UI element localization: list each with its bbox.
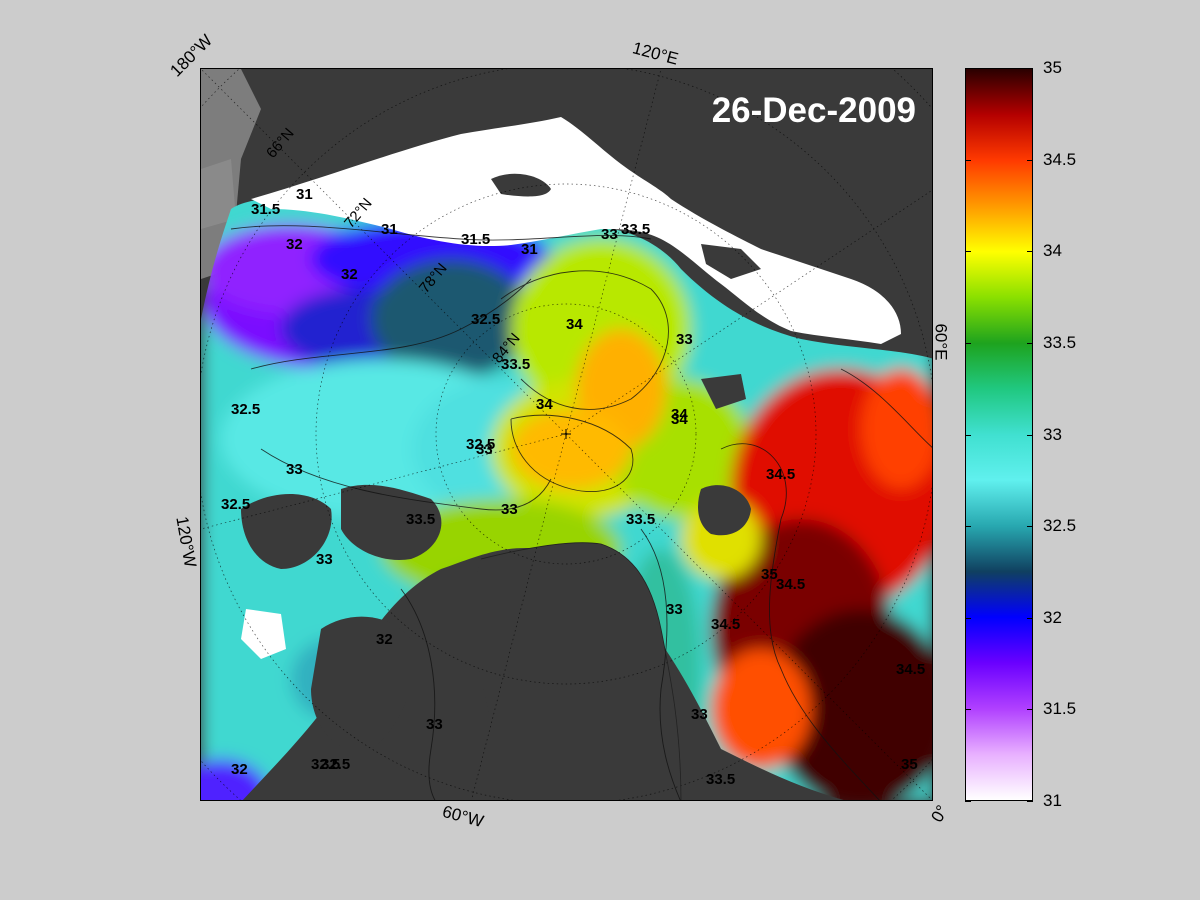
contour-label: 32 xyxy=(231,761,248,778)
colorbar-tick-mark xyxy=(1027,617,1033,619)
contour-label: 33.5 xyxy=(621,221,650,238)
contour-label: 33.5 xyxy=(406,511,435,528)
contour-label: 33 xyxy=(601,226,618,243)
lon-label-120e: 120°E xyxy=(630,38,681,69)
contour-label: 31 xyxy=(296,186,313,203)
lon-label-60w: 60°W xyxy=(440,801,486,832)
contour-label: 31.5 xyxy=(461,231,490,248)
contour-label: 33.5 xyxy=(501,356,530,373)
colorbar-tick-label: 33 xyxy=(1043,424,1062,444)
contour-label: 34 xyxy=(671,411,688,428)
contour-label: 32.5 xyxy=(466,436,495,453)
colorbar-tick-label: 32 xyxy=(1043,607,1062,627)
colorbar-tick-mark xyxy=(965,526,971,528)
colorbar-tick-mark xyxy=(1027,68,1033,69)
contour-label: 33 xyxy=(676,331,693,348)
ellesmere-island xyxy=(341,484,442,560)
colorbar-tick-mark xyxy=(965,617,971,619)
lon-label-120w: 120°W xyxy=(172,515,200,569)
colorbar-tick-mark xyxy=(965,68,971,69)
lon-label-0: 0° xyxy=(927,801,952,826)
contour-label: 32 xyxy=(341,266,358,283)
contour-label: 32.5 xyxy=(221,496,250,513)
colorbar-tick-mark xyxy=(965,709,971,711)
colorbar-tick-label: 34 xyxy=(1043,241,1062,261)
novosibirsk-islands xyxy=(491,173,551,197)
contour-lines xyxy=(230,225,932,800)
severnaya-zemlya xyxy=(701,244,761,279)
svalbard xyxy=(698,485,751,536)
contour-label: 34 xyxy=(671,406,688,423)
contour-label: 33 xyxy=(666,601,683,618)
contour-label: 34.5 xyxy=(896,661,925,678)
contour-label: 31.5 xyxy=(251,201,280,218)
salinity-map-canvas: 66°N 72°N 78°N 84°N 3131.53131.531323232… xyxy=(201,69,932,800)
contour-label: 32.5 xyxy=(311,756,340,773)
contour-label: 32.5 xyxy=(471,311,500,328)
colorbar-tick-label: 31.5 xyxy=(1043,699,1077,719)
colorbar-tick-label: 31 xyxy=(1043,791,1062,810)
colorbar xyxy=(965,68,1033,801)
contour-label: 33.5 xyxy=(706,771,735,788)
colorbar-tick-mark xyxy=(1027,251,1033,253)
colorbar-tick-label: 35 xyxy=(1043,58,1062,77)
contour-label: 32 xyxy=(376,631,393,648)
colorbar-tick-mark xyxy=(1027,434,1033,436)
colorbar-tick-mark xyxy=(1027,801,1033,802)
colorbar-tick-label: 32.5 xyxy=(1043,516,1077,536)
sea-ice-siberia xyxy=(251,117,901,344)
colorbar-tick-mark xyxy=(1027,342,1033,344)
greenland xyxy=(473,542,681,800)
contour-label: 31 xyxy=(521,241,538,258)
contour-label: 32 xyxy=(286,236,303,253)
colorbar-tick-mark xyxy=(1027,709,1033,711)
colorbar-tick-mark xyxy=(1027,159,1033,161)
lon-label-60e: 60°E xyxy=(931,323,951,361)
contour-label: 34.5 xyxy=(711,616,740,633)
colorbar-tick-mark xyxy=(1027,526,1033,528)
contour-label: 32.5 xyxy=(321,756,350,773)
contour-label: 34.5 xyxy=(776,576,805,593)
no-data-region-2 xyxy=(201,159,236,229)
salinity-map: 66°N 72°N 78°N 84°N 31 31.5 31 31.5 31 32 32 32… xyxy=(200,68,933,801)
archipelago-island xyxy=(241,494,332,569)
salinity-field xyxy=(201,198,932,800)
contour-label: 34.5 xyxy=(766,466,795,483)
contour-label: 33 xyxy=(691,706,708,723)
colorbar-tick-mark xyxy=(965,342,971,344)
baffin-island xyxy=(311,616,414,751)
contour-label: 34 xyxy=(566,316,583,333)
franz-josef-land xyxy=(701,374,746,409)
colorbar-tick-label: 34.5 xyxy=(1043,149,1077,169)
colorbar-tick-mark xyxy=(965,159,971,161)
contour-label: 33.5 xyxy=(626,511,655,528)
contour-label: 33 xyxy=(426,716,443,733)
contour-label: 31 xyxy=(381,221,398,238)
contour-label: 32.5 xyxy=(231,401,260,418)
north-pole-marker xyxy=(561,429,571,439)
contour-label: 34 xyxy=(536,396,553,413)
coastlines xyxy=(480,542,682,800)
contour-label: 33 xyxy=(501,501,518,518)
contour-label: 33 xyxy=(476,441,493,458)
colorbar-tick-mark xyxy=(965,251,971,253)
colorbar-tick-mark xyxy=(965,434,971,436)
contour-label: 35 xyxy=(761,566,778,583)
contour-label: 33 xyxy=(316,551,333,568)
graticule xyxy=(201,69,932,800)
colorbar-tick-label: 33.5 xyxy=(1043,332,1077,352)
sea-ice-archipelago xyxy=(241,609,286,659)
colorbar-tick-mark xyxy=(965,801,971,802)
contour-label: 33 xyxy=(286,461,303,478)
contour-label: 35 xyxy=(901,756,918,773)
date-label: 26-Dec-2009 xyxy=(711,91,916,130)
